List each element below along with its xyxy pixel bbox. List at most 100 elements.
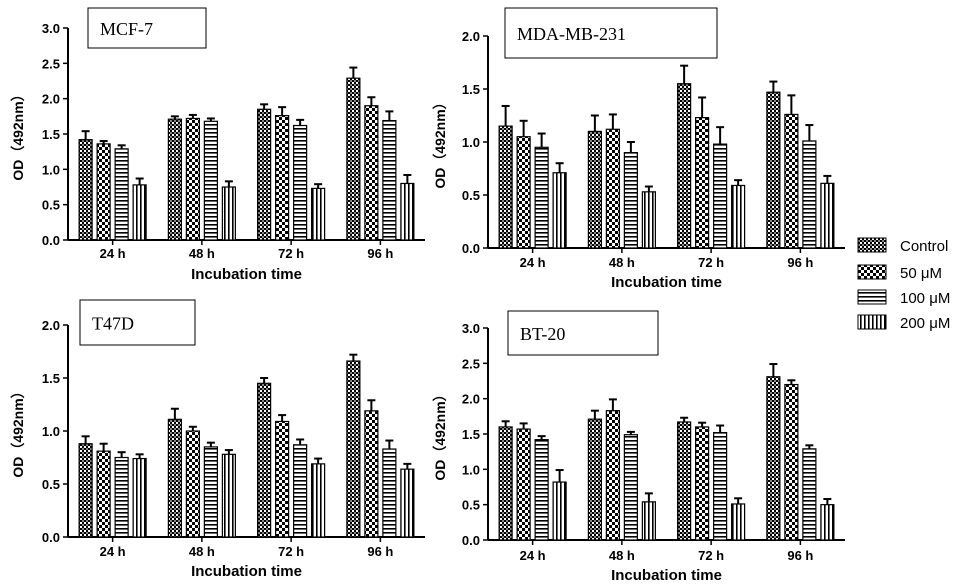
bar-50-24h (516, 136, 531, 249)
legend-swatch-100 (857, 289, 887, 305)
bar-100-24h (114, 148, 129, 241)
bar-50-48h (605, 128, 620, 249)
bar-control-24h (78, 443, 93, 538)
y-tick-label: 0.5 (462, 498, 480, 513)
x-tick-label: 72 h (698, 255, 724, 270)
bar-100-24h (534, 439, 549, 541)
bar-control-96h (766, 376, 781, 541)
legend-label-control: Control (900, 238, 948, 255)
y-tick-label: 2.0 (462, 29, 480, 44)
bar-control-72h (677, 421, 692, 541)
y-axis-label: OD（492nm） (10, 87, 26, 180)
y-tick-label: 2.0 (462, 392, 480, 407)
y-tick-label: 1.0 (42, 162, 60, 177)
bar-50-48h (185, 117, 200, 241)
x-tick-label: 96 h (787, 548, 813, 563)
bar-50-72h (275, 115, 290, 241)
bar-100-24h (114, 456, 129, 538)
bar-control-72h (677, 83, 692, 249)
bar-control-48h (167, 418, 182, 538)
charts-layer: MCF-7 0.0 0.5 1.0 1.5 2.0 2.5 3.0 OD（492nm） 24 h 4… (10, 7, 845, 584)
bar-200-48h (221, 186, 236, 241)
legend-label-50: 50 μM (900, 265, 942, 282)
bar-200-48h (641, 501, 656, 541)
y-tick-label: 0.0 (42, 233, 60, 248)
x-tick-label: 96 h (787, 255, 813, 270)
y-tick-label: 2.0 (42, 92, 60, 107)
chart-title-box (87, 7, 207, 49)
y-tick-label: 1.5 (42, 127, 60, 142)
y-tick-label: 2.0 (42, 318, 60, 333)
bar-200-72h (731, 503, 746, 541)
y-axis-label: OD（492nm） (10, 384, 26, 477)
bar-50-72h (275, 420, 290, 538)
bar-50-48h (185, 430, 200, 538)
legend-swatch-control (857, 237, 887, 253)
x-tick-label: 24 h (520, 548, 546, 563)
bar-control-24h (78, 139, 93, 241)
legend-swatch-50 (857, 264, 887, 280)
bar-200-24h (552, 481, 567, 541)
bar-100-96h (802, 448, 817, 541)
bar-control-72h (257, 382, 272, 538)
bar-50-96h (364, 410, 379, 538)
bar-50-24h (96, 143, 111, 241)
x-axis-label: Incubation time (611, 274, 722, 291)
y-tick-label: 1.0 (462, 462, 480, 477)
chart-title: T47D (92, 314, 134, 334)
y-tick-label: 1.5 (462, 82, 480, 97)
bar-200-48h (641, 191, 656, 249)
y-tick-label: 0.0 (462, 241, 480, 256)
bar-control-48h (167, 118, 182, 241)
legend-label-100: 100 μM (900, 290, 950, 307)
legend: Control 50 μM 100 μM 200 μM (857, 237, 950, 332)
x-tick-label: 96 h (367, 246, 393, 261)
y-tick-label: 3.0 (42, 21, 60, 36)
bar-50-48h (605, 410, 620, 541)
bar-100-48h (203, 446, 218, 538)
y-tick-label: 1.0 (462, 135, 480, 150)
y-tick-label: 1.0 (42, 424, 60, 439)
bar-200-72h (311, 463, 326, 538)
bar-100-48h (623, 152, 638, 249)
x-axis-label: Incubation time (191, 266, 302, 283)
x-tick-label: 24 h (100, 544, 126, 559)
chart-title-box (507, 310, 659, 356)
bar-control-24h (498, 125, 513, 249)
chart-title: MCF-7 (100, 19, 153, 39)
bar-100-24h (534, 146, 549, 249)
bar-100-72h (293, 444, 308, 538)
bar-control-72h (257, 108, 272, 241)
bar-50-96h (364, 105, 379, 241)
bar-200-24h (132, 457, 147, 538)
bar-control-96h (766, 91, 781, 249)
x-tick-label: 24 h (100, 246, 126, 261)
y-tick-label: 3.0 (462, 321, 480, 336)
bar-50-72h (695, 426, 710, 541)
bar-100-72h (293, 124, 308, 241)
bar-100-96h (382, 119, 397, 241)
bar-200-48h (221, 453, 236, 538)
x-tick-label: 48 h (609, 255, 635, 270)
bar-200-72h (311, 187, 326, 241)
x-tick-label: 96 h (367, 544, 393, 559)
x-tick-label: 72 h (278, 544, 304, 559)
chart-2: T47D 0.0 0.5 1.0 1.5 2.0 OD（492nm） 24 h 48 h 72 h… (10, 299, 425, 580)
bar-100-72h (713, 143, 728, 249)
chart-0: MCF-7 0.0 0.5 1.0 1.5 2.0 2.5 3.0 OD（492nm） 24 h 4… (10, 7, 425, 283)
bar-200-72h (731, 184, 746, 249)
y-tick-label: 1.5 (462, 427, 480, 442)
y-tick-label: 0.0 (462, 533, 480, 548)
x-axis-label: Incubation time (191, 563, 302, 580)
x-tick-label: 48 h (189, 246, 215, 261)
bar-200-24h (132, 184, 147, 241)
y-tick-label: 2.5 (462, 356, 480, 371)
x-tick-label: 24 h (520, 255, 546, 270)
bar-100-96h (382, 448, 397, 538)
legend-label-200: 200 μM (900, 315, 950, 332)
legend-swatch-200 (857, 314, 887, 330)
bar-50-96h (784, 383, 799, 541)
bar-200-96h (400, 182, 415, 241)
y-tick-label: 1.5 (42, 371, 60, 386)
